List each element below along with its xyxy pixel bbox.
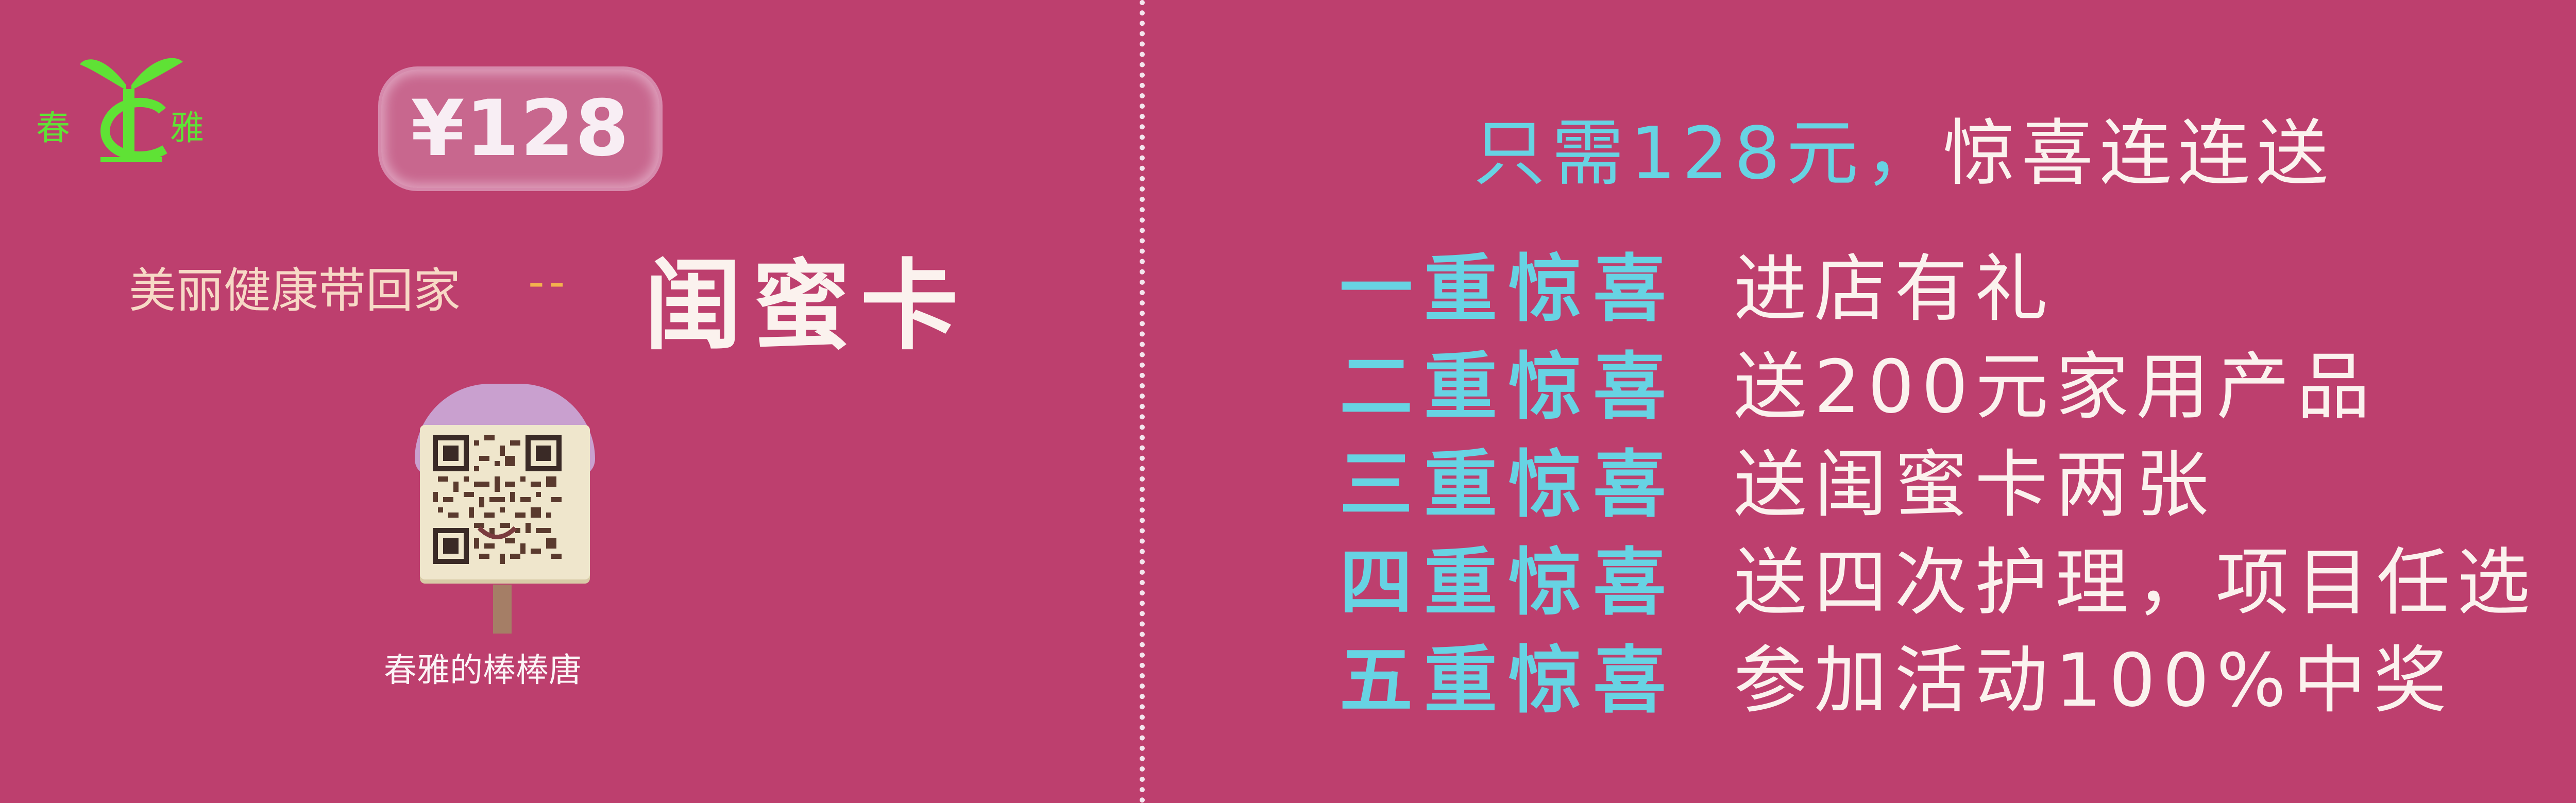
surprise-prize: 送闺蜜卡两张 [1734, 442, 2216, 527]
slogan-separator: -- [528, 255, 569, 308]
logo-char-right: 雅 [170, 108, 204, 148]
price-badge: ¥128 [381, 70, 659, 188]
headline-tagline: 惊喜连连送 [1943, 112, 2335, 196]
surprise-prize: 送200元家用产品 [1734, 345, 2378, 430]
card-name: 闺蜜卡 [644, 249, 969, 363]
surprise-prize: 进店有礼 [1734, 247, 2055, 332]
surprise-level: 二重惊喜 [1340, 345, 1677, 430]
headline-price: 只需128元， [1473, 112, 1943, 196]
surprise-row: 二重惊喜 送200元家用产品 [1340, 327, 2370, 433]
surprise-level: 一重惊喜 [1340, 247, 1677, 332]
surprise-row: 五重惊喜 参加活动100%中奖 [1340, 621, 2447, 727]
qr-code-holder [410, 384, 600, 636]
sprout-leaf-icon [80, 58, 183, 162]
surprise-level: 三重惊喜 [1340, 442, 1677, 527]
surprise-level: 四重惊喜 [1340, 540, 1677, 625]
price-text: ¥128 [411, 84, 630, 174]
qr-caption: 春雅的棒棒唐 [384, 652, 582, 690]
surprise-prize: 送四次护理，项目任选 [1734, 540, 2537, 625]
logo-char-left: 春 [36, 108, 70, 148]
headline: 只需128元，惊喜连连送 [1473, 95, 2334, 199]
surprise-level: 五重惊喜 [1340, 638, 1677, 723]
surprise-row: 一重惊喜 进店有礼 [1340, 229, 2048, 335]
slogan-text: 美丽健康带回家 [129, 263, 461, 318]
surprise-row: 三重惊喜 送闺蜜卡两张 [1340, 425, 2209, 531]
brand-logo: 春 雅 [36, 49, 222, 167]
qr-holder-stick [493, 585, 512, 634]
surprise-prize: 参加活动100%中奖 [1734, 638, 2454, 723]
perforation-divider [1140, 0, 1145, 803]
qr-code-icon [433, 435, 562, 564]
surprise-row: 四重惊喜 送四次护理，项目任选 [1340, 523, 2530, 629]
